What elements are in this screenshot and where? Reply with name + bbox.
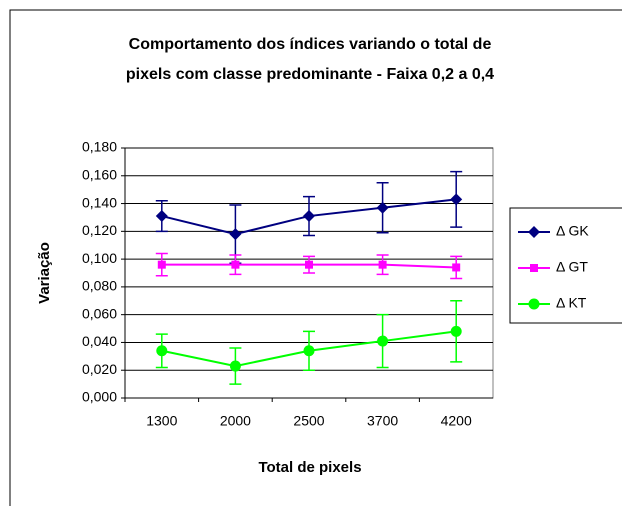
y-tick-label: 0,080 [82, 278, 117, 294]
y-tick-label: 0,100 [82, 250, 117, 266]
data-point [450, 325, 462, 337]
y-tick-label: 0,140 [82, 194, 117, 210]
data-point [378, 260, 387, 269]
legend-label: Δ GT [556, 259, 588, 275]
data-point [157, 260, 166, 269]
data-point [231, 260, 240, 269]
y-tick-label: 0,120 [82, 222, 117, 238]
data-point [229, 360, 241, 372]
chart-title: pixels com classe predominante - Faixa 0… [126, 66, 494, 83]
data-point [155, 210, 168, 223]
legend-label: Δ KT [556, 295, 587, 311]
y-tick-label: 0,060 [82, 305, 117, 321]
y-tick-label: 0,160 [82, 166, 117, 182]
y-axis-label: Variação [36, 242, 53, 304]
data-point [377, 335, 389, 347]
x-tick-label: 2000 [220, 413, 251, 429]
data-point [303, 210, 315, 223]
data-point [156, 345, 168, 357]
legend-marker [530, 264, 538, 272]
x-tick-label: 1300 [146, 413, 177, 429]
chart-title: Comportamento dos índices variando o tot… [129, 36, 492, 53]
y-tick-label: 0,180 [82, 139, 117, 155]
x-axis-label: Total de pixels [258, 459, 361, 476]
data-point [229, 228, 242, 241]
data-point [305, 260, 313, 269]
x-tick-label: 2500 [293, 413, 324, 429]
data-point [452, 263, 461, 272]
y-tick-label: 0,000 [82, 389, 117, 405]
y-tick-label: 0,040 [82, 333, 117, 349]
y-tick-label: 0,020 [82, 361, 117, 377]
data-point [303, 345, 315, 357]
data-point [376, 201, 389, 214]
data-point [450, 193, 463, 206]
legend-marker [528, 226, 540, 238]
x-tick-label: 4200 [441, 413, 472, 429]
legend-marker [528, 298, 540, 310]
legend-label: Δ GK [556, 223, 589, 239]
x-tick-label: 3700 [367, 413, 398, 429]
